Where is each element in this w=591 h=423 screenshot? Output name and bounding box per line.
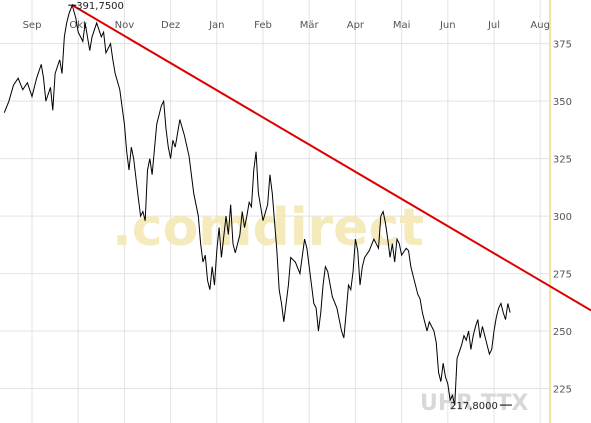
x-tick-label: Mär: [300, 20, 320, 31]
min-annotation: 217,8000: [450, 401, 498, 412]
x-tick-label: Nov: [115, 20, 135, 31]
x-tick-label: Sep: [23, 20, 42, 31]
y-tick-label: 225: [553, 385, 572, 396]
x-tick-label: Apr: [347, 20, 365, 31]
y-axis-ticks: 225 250 275 300 325 350 375: [553, 40, 572, 396]
watermark: .comdirect: [112, 198, 424, 258]
y-tick-label: 300: [553, 212, 572, 223]
price-line: [3, 3, 511, 406]
instrument-label: UHR TTX: [420, 391, 528, 416]
series-layer: [3, 3, 591, 406]
x-tick-label: Jan: [208, 20, 224, 31]
y-tick-label: 325: [553, 155, 572, 166]
grid: [0, 0, 551, 423]
x-tick-label: Jul: [487, 20, 500, 31]
x-axis-ticks: Sep Okt Nov Dez Jan Feb Mär Apr Mai Jun Jul Aug: [23, 20, 550, 31]
y-tick-label: 250: [553, 327, 572, 338]
y-tick-label: 275: [553, 270, 572, 281]
trend-line: [71, 4, 591, 312]
max-annotation: 391,7500: [76, 1, 124, 12]
y-tick-label: 350: [553, 97, 572, 108]
y-tick-label: 375: [553, 40, 572, 51]
watermark-text: .comdirect: [112, 198, 424, 258]
x-tick-label: Okt: [69, 20, 87, 31]
x-tick-label: Mai: [393, 20, 411, 31]
x-tick-label: Dez: [161, 20, 180, 31]
x-tick-label: Jun: [439, 20, 456, 31]
x-tick-label: Aug: [530, 20, 550, 31]
annotations: 391,7500 217,8000: [68, 1, 512, 412]
x-tick-label: Feb: [254, 20, 272, 31]
